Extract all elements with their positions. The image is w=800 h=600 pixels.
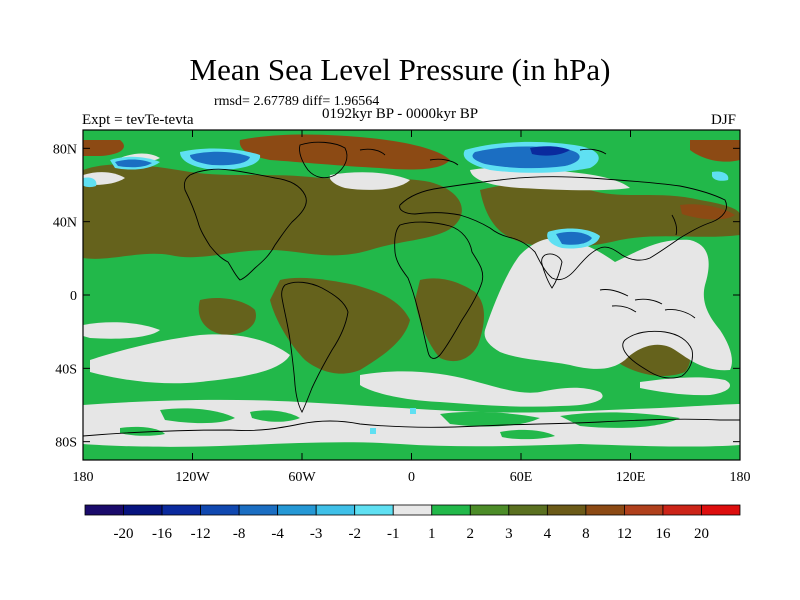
colorbar-label: -16 <box>152 526 172 542</box>
y-tick-label: 80S <box>55 436 77 451</box>
chart-title: Mean Sea Level Pressure (in hPa) <box>189 52 611 87</box>
x-tick-label: 60W <box>288 470 316 485</box>
x-tick-label: 180 <box>73 470 94 485</box>
colorbar-label: 16 <box>655 526 671 542</box>
colorbar-label: 4 <box>544 526 552 542</box>
colorbar-swatch <box>585 504 625 516</box>
colorbar-label: -2 <box>348 526 361 542</box>
period-label: 0192kyr BP - 0000kyr BP <box>322 106 479 122</box>
colorbar-swatch <box>662 504 702 516</box>
x-tick-label: 120E <box>616 470 646 485</box>
colorbar-label: 2 <box>467 526 475 542</box>
colorbar-label: 8 <box>582 526 590 542</box>
colorbar-label: -8 <box>233 526 246 542</box>
colorbar-swatch <box>277 504 317 516</box>
colorbar-label: 20 <box>694 526 709 542</box>
field-negative <box>83 141 729 434</box>
colorbar-swatch <box>508 504 548 516</box>
colorbar-swatch <box>469 504 510 516</box>
experiment-label: Expt = tevTe-tevta <box>82 112 194 128</box>
field-positive-high <box>83 134 740 220</box>
x-tick-label: 60E <box>510 470 533 485</box>
field-positive-low <box>120 408 680 440</box>
colorbar-label: -4 <box>271 526 284 542</box>
colorbar-swatch <box>238 504 279 516</box>
colorbar-label: 1 <box>428 526 436 542</box>
season-label: DJF <box>711 112 737 128</box>
x-tick-label: 0 <box>408 470 415 485</box>
x-axis: 180 120W 60W 0 60E 120E 180 <box>73 130 751 485</box>
colorbar-label: -20 <box>114 526 134 542</box>
coastlines <box>83 141 740 437</box>
y-axis: 80N 40N 0 40S 80S <box>53 142 740 451</box>
y-tick-label: 0 <box>70 289 77 304</box>
colorbar-label: -1 <box>387 526 400 542</box>
y-tick-label: 40S <box>55 362 77 377</box>
x-tick-label: 180 <box>730 470 751 485</box>
pressure-field <box>83 130 740 460</box>
y-tick-label: 80N <box>53 142 77 157</box>
stats-label: rmsd= 2.67789 diff= 1.96564 <box>214 94 380 109</box>
colorbar-swatch <box>546 504 587 516</box>
colorbar-swatch <box>624 504 664 516</box>
colorbar-swatch <box>315 504 356 516</box>
colorbar-label: -3 <box>310 526 323 542</box>
colorbar-swatch <box>701 504 741 516</box>
x-tick-label: 120W <box>175 470 210 485</box>
colorbar-swatch <box>123 504 163 516</box>
colorbar-swatch <box>392 504 433 516</box>
colorbar-swatch <box>200 504 240 516</box>
colorbar-swatch <box>431 504 471 516</box>
colorbar-label: 12 <box>617 526 632 542</box>
colorbar-swatch <box>354 504 394 516</box>
colorbar-swatch <box>161 504 201 516</box>
colorbar <box>84 504 741 516</box>
colorbar-labels: -20 -16 -12 -8 -4 -3 -2 -1 1 2 3 4 8 12 16 20 <box>114 526 709 542</box>
colorbar-swatch <box>84 504 124 516</box>
colorbar-label: -12 <box>191 526 211 542</box>
colorbar-label: 3 <box>505 526 513 542</box>
y-tick-label: 40N <box>53 216 77 231</box>
